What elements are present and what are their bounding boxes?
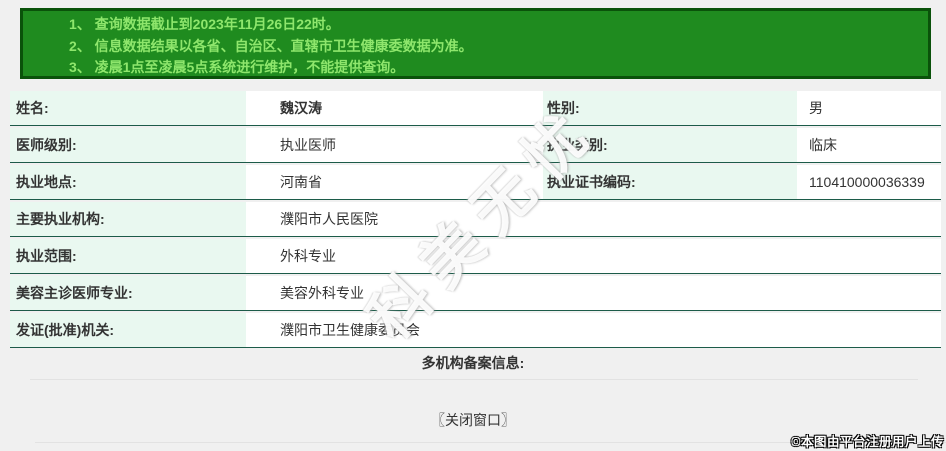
field-value-physician-level: 执业医师 xyxy=(246,128,543,162)
notice-line-2: 2、 信息数据结果以各省、自治区、直辖市卫生健康委数据为准。 xyxy=(69,37,473,54)
field-value-main-institution: 濮阳市人民医院 xyxy=(246,202,941,236)
field-value-practice-category: 临床 xyxy=(797,128,941,162)
field-value-practice-location: 河南省 xyxy=(246,165,543,199)
notice-box: 1、 查询数据截止到2023年11月26日22时。 2、 信息数据结果以各省、自… xyxy=(20,8,931,79)
field-label-main-institution: 主要执业机构: xyxy=(10,202,246,236)
field-label-practice-location: 执业地点: xyxy=(10,165,246,199)
field-label-cosmetic-specialty: 美容主诊医师专业: xyxy=(10,276,246,310)
multi-institution-record-title: 多机构备案信息: xyxy=(421,355,525,371)
field-label-gender: 性别: xyxy=(543,91,797,125)
divider xyxy=(35,442,946,443)
table-row: 发证(批准)机关: 濮阳市卫生健康委员会 xyxy=(10,313,941,348)
field-label-certificate-number: 执业证书编码: xyxy=(543,165,797,199)
field-label-practice-scope: 执业范围: xyxy=(10,239,246,273)
table-row: 执业地点: 河南省 执业证书编码: 110410000036339 xyxy=(10,165,941,200)
field-value-cosmetic-specialty: 美容外科专业 xyxy=(246,276,941,310)
field-value-practice-scope: 外科专业 xyxy=(246,239,941,273)
table-row: 执业范围: 外科专业 xyxy=(10,239,941,274)
license-info-table: 姓名: 魏汉涛 性别: 男 医师级别: 执业医师 执业类别: 临床 执业地点: … xyxy=(10,91,941,350)
field-label-practice-category: 执业类别: xyxy=(543,128,797,162)
field-label-physician-level: 医师级别: xyxy=(10,128,246,162)
notice-line-3: 3、 凌晨1点至凌晨5点系统进行维护，不能提供查询。 xyxy=(69,59,405,75)
field-value-issuing-authority: 濮阳市卫生健康委员会 xyxy=(246,313,941,347)
table-row: 医师级别: 执业医师 执业类别: 临床 xyxy=(10,128,941,163)
field-label-issuing-authority: 发证(批准)机关: xyxy=(10,313,246,347)
table-row: 主要执业机构: 濮阳市人民医院 xyxy=(10,202,941,237)
notice-line-1: 1、 查询数据截止到2023年11月26日22时。 xyxy=(69,16,340,32)
close-window-link[interactable]: 〖关闭窗口〗 xyxy=(431,412,515,428)
field-value-name: 魏汉涛 xyxy=(246,91,543,125)
field-label-name: 姓名: xyxy=(10,91,246,125)
field-value-gender: 男 xyxy=(797,91,941,125)
copyright-watermark-text: ©本图由平台注册用户上传 xyxy=(791,435,944,449)
divider xyxy=(30,379,918,380)
table-row: 美容主诊医师专业: 美容外科专业 xyxy=(10,276,941,311)
table-row: 姓名: 魏汉涛 性别: 男 xyxy=(10,91,941,126)
field-value-certificate-number: 110410000036339 xyxy=(797,165,941,199)
